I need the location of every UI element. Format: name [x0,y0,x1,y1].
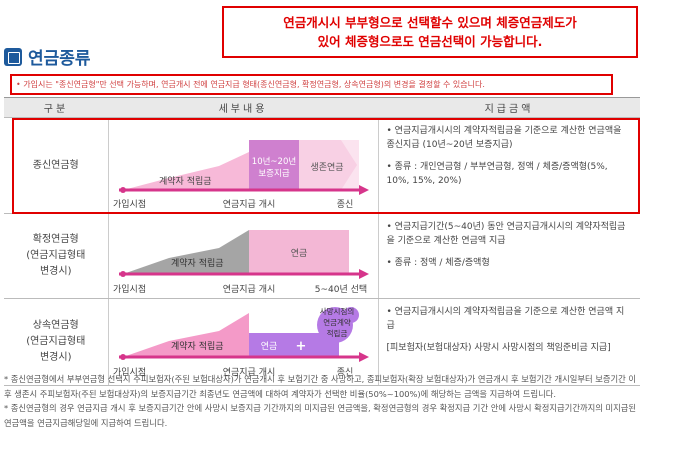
timeline-end-label: 종신 [336,199,353,210]
accumulation-label: 계약자 적립금 [171,257,224,269]
callout-line-2: 있어 체증형으로도 연금선택이 가능합니다. [317,34,543,49]
row-detail: • 연금지급개시시의 계약자적립금을 기준으로 계산한 연금액 지급 [피보험자… [378,298,640,386]
guarantee-label-1: 10년~20년 [251,156,295,167]
timeline-start-label: 가입시점 [113,283,146,295]
guarantee-label-2: 보증지급 [258,169,289,179]
row-detail: • 연금지급개시시의 계약자적립금을 기준으로 계산한 연금액을 종신지급 (1… [378,117,640,214]
timeline-mid-label: 연금지급 개시 [222,367,275,378]
whole-life-diagram: 계약자 적립금 10년~20년 보증지급 생존연금 가입시점 연금지급 개시 종… [113,140,369,210]
row-type: 상속연금형 (연금지급형태 변경시) [4,298,109,386]
timeline-start-label: 가입시점 [113,198,146,210]
timeline-end-label: 종신 [336,367,353,378]
death-label-3: 적립금 [326,328,347,338]
annuity-area [248,230,349,274]
death-benefit-bubble-small [342,307,359,323]
header-details: 세부내용 [108,97,378,118]
table-row: 확정연금형 (연금지급형태 변경시) 계약자 적립금 연금 가입시점 연금지급 … [4,213,640,299]
table-row: 종신연금형 계약자 적립금 10년~20년 보증지급 생존연금 가입시점 연금지 [4,117,640,214]
footnotes: * 종신연금형에서 부부연금형 선택시 주피보험자(주된 보험대상자)가 연금개… [4,372,640,430]
book-icon [4,47,22,66]
timeline-arrow-icon [358,185,369,195]
timeline-mid-label: 연금지급 개시 [222,284,275,295]
header-payment: 지급금액 [378,97,640,118]
highlight-box [12,118,640,214]
fixed-term-diagram: 계약자 적립금 연금 가입시점 연금지급 개시 5~40년 선택 [113,230,369,295]
callout-line-1: 연금개시시 부부형으로 선택할수 있으며 체증연금제도가 [283,15,577,30]
accumulation-shape [122,313,249,357]
callout-box: 연금개시시 부부형으로 선택할수 있으며 체증연금제도가 있어 체증형으로도 연… [222,6,638,58]
timeline-start-label: 가입시점 [113,366,146,378]
row-detail: • 연금지급기간(5~40년) 동안 연금지급개시시의 계약자적립금을 기준으로… [378,213,640,299]
guarantee-area [248,140,299,190]
section-heading: 연금종류 [4,44,91,69]
table-row: 상속연금형 (연금지급형태 변경시) 계약자 적립금 연금 + 사망시점의 [4,298,640,386]
section-title: 연금종류 [28,49,91,69]
timeline-start-dot [119,354,126,360]
accumulation-shape [122,230,249,274]
death-label-1: 사망시점의 [319,306,354,316]
diagram-cell: 계약자 적립금 연금 + 사망시점의 연금계약 적립금 가입시점 연금지급 개시… [108,298,379,386]
survival-label: 생존연금 [310,162,343,173]
footnote: * 종신연금형의 경우 연금지급 개시 후 보증지급기간 안에 사망시 보증지급… [4,403,637,428]
header-type: 구분 [4,97,108,118]
death-label-2: 연금계약 [323,317,351,327]
accumulation-label: 계약자 적립금 [159,175,212,187]
annuity-label: 연금 [260,341,277,352]
row-type: 확정연금형 (연금지급형태 변경시) [4,213,109,299]
annuity-table: 구분 세부내용 지급금액 종신연금형 계약자 적립금 10년~2 [4,97,640,386]
timeline-arrow-icon [358,352,369,362]
accumulation-label: 계약자 적립금 [171,340,224,352]
note-box: • 가입시는 "종신연금형"만 선택 가능하며, 연금개시 전에 연금지급 형태… [10,74,613,95]
annuity-label: 연금 [290,248,307,259]
plus-icon: + [295,339,306,354]
inheritance-diagram: 계약자 적립금 연금 + 사망시점의 연금계약 적립금 가입시점 연금지급 개시… [113,306,369,378]
timeline-start-dot [119,187,126,193]
survival-arrow [298,140,357,190]
timeline-start-dot [119,271,126,277]
timeline-arrow-icon [358,269,369,279]
timeline-end-label: 5~40년 선택 [314,284,366,295]
timeline-mid-label: 연금지급 개시 [222,199,275,210]
diagram-cell: 계약자 적립금 연금 가입시점 연금지급 개시 5~40년 선택 [108,213,379,299]
accumulation-shape [122,152,249,190]
footnote: * 종신연금형에서 부부연금형 선택시 주피보험자(주된 보험대상자)가 연금개… [4,374,637,399]
